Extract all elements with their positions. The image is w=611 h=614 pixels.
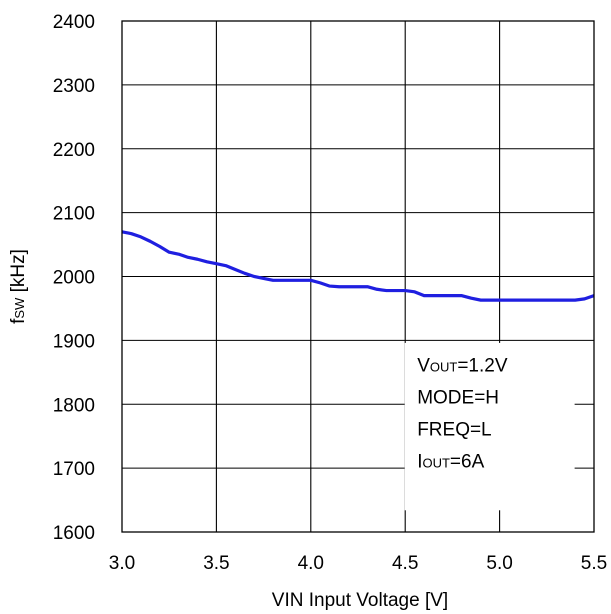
series-layer: [121, 230, 595, 302]
y-axis-title: fSW [kHz]: [8, 249, 29, 324]
x-tick-label: 4.0: [298, 553, 324, 574]
y-tick-label: 1800: [53, 395, 95, 416]
x-axis-title: VIN Input Voltage [V]: [272, 590, 448, 611]
x-tick-label: 3.5: [203, 553, 229, 574]
y-tick-label: 2000: [53, 268, 95, 289]
plot-frame: [121, 20, 595, 533]
x-tick-label: 5.5: [581, 553, 607, 574]
y-tick-label: 2100: [53, 204, 95, 225]
y-axis-title-main: f: [8, 318, 29, 324]
y-tick-labels: 1600 1700 1800 1900 2000 2100 2200 2300 2400: [53, 12, 95, 544]
grid-lines: [122, 21, 594, 532]
x-tick-label: 3.0: [109, 553, 135, 574]
x-tick-labels: 3.0 3.5 4.0 4.5 5.0 5.5: [109, 553, 607, 574]
y-tick-label: 1700: [53, 459, 95, 480]
series-line: [121, 230, 595, 302]
annotation-box: [404, 342, 575, 511]
annotation-iout: IOUT=6A: [417, 451, 484, 472]
annotation-mode: MODE=H: [417, 388, 499, 409]
annotation-vout: VOUT=1.2V: [417, 356, 508, 377]
y-tick-label: 2300: [53, 76, 95, 97]
annotation-freq: FREQ=L: [417, 420, 491, 441]
y-axis-title-unit: [kHz]: [8, 249, 29, 298]
y-tick-label: 1900: [53, 331, 95, 352]
annotation-text: VOUT=1.2V MODE=H FREQ=L IOUT=6A: [417, 356, 508, 473]
y-tick-label: 2200: [53, 140, 95, 161]
y-axis-title-sub: SW: [12, 297, 27, 319]
y-tick-label: 2400: [53, 12, 95, 33]
y-tick-label: 1600: [53, 523, 95, 544]
x-tick-label: 5.0: [486, 553, 512, 574]
x-tick-label: 4.5: [392, 553, 418, 574]
